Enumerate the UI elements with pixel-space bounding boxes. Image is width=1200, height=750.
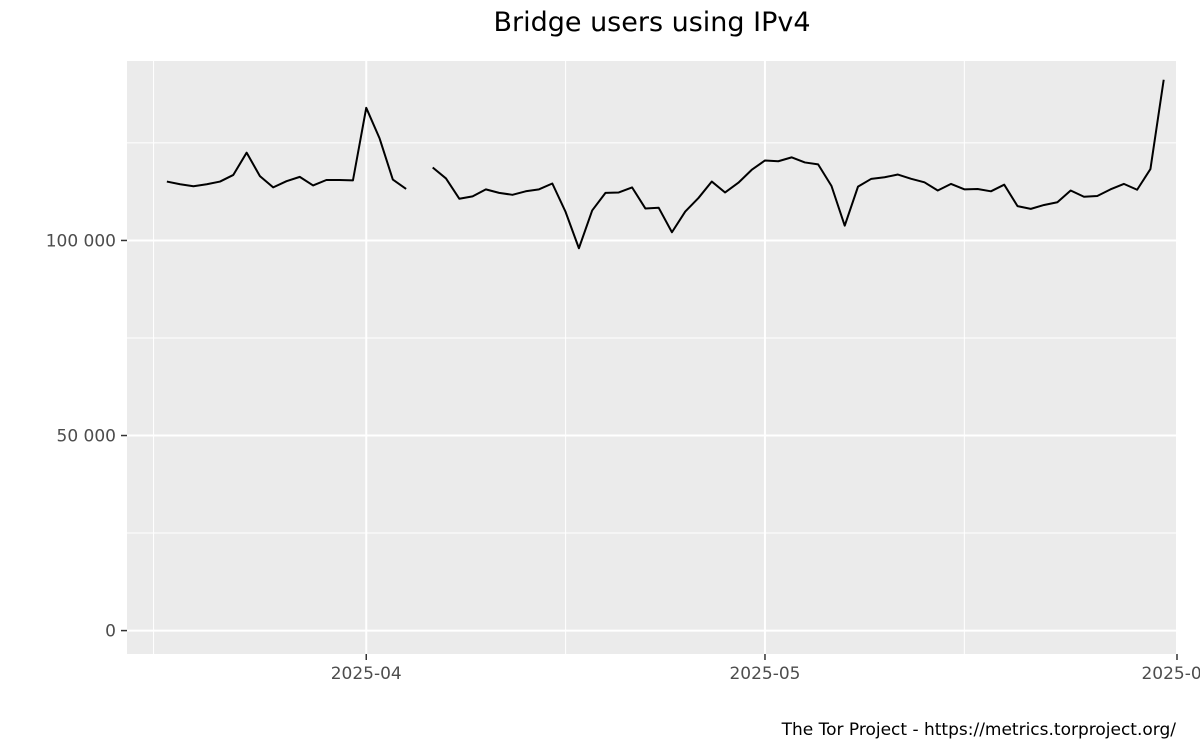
y-axis: 0 50 000 100 000 bbox=[46, 231, 127, 642]
x-tick-label: 2025-04 bbox=[331, 664, 402, 684]
y-tick-label: 100 000 bbox=[46, 231, 116, 251]
series-layer bbox=[166, 79, 1165, 250]
chart-title: Bridge users using IPv4 bbox=[493, 7, 810, 38]
y-tick-label: 50 000 bbox=[57, 427, 116, 447]
x-tick-label: 2025-05 bbox=[729, 664, 800, 684]
x-axis: 2025-04 2025-05 2025-06 bbox=[331, 654, 1200, 684]
x-tick-label: 2025-06 bbox=[1141, 664, 1200, 684]
plot-panel bbox=[127, 61, 1177, 654]
y-tick-label: 0 bbox=[105, 622, 116, 642]
series-line bbox=[166, 79, 1165, 250]
grid-minor bbox=[127, 61, 1177, 654]
chart-caption: The Tor Project - https://metrics.torpro… bbox=[781, 720, 1177, 740]
